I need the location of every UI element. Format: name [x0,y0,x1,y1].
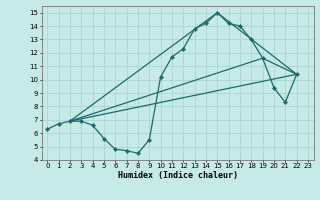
X-axis label: Humidex (Indice chaleur): Humidex (Indice chaleur) [118,171,237,180]
